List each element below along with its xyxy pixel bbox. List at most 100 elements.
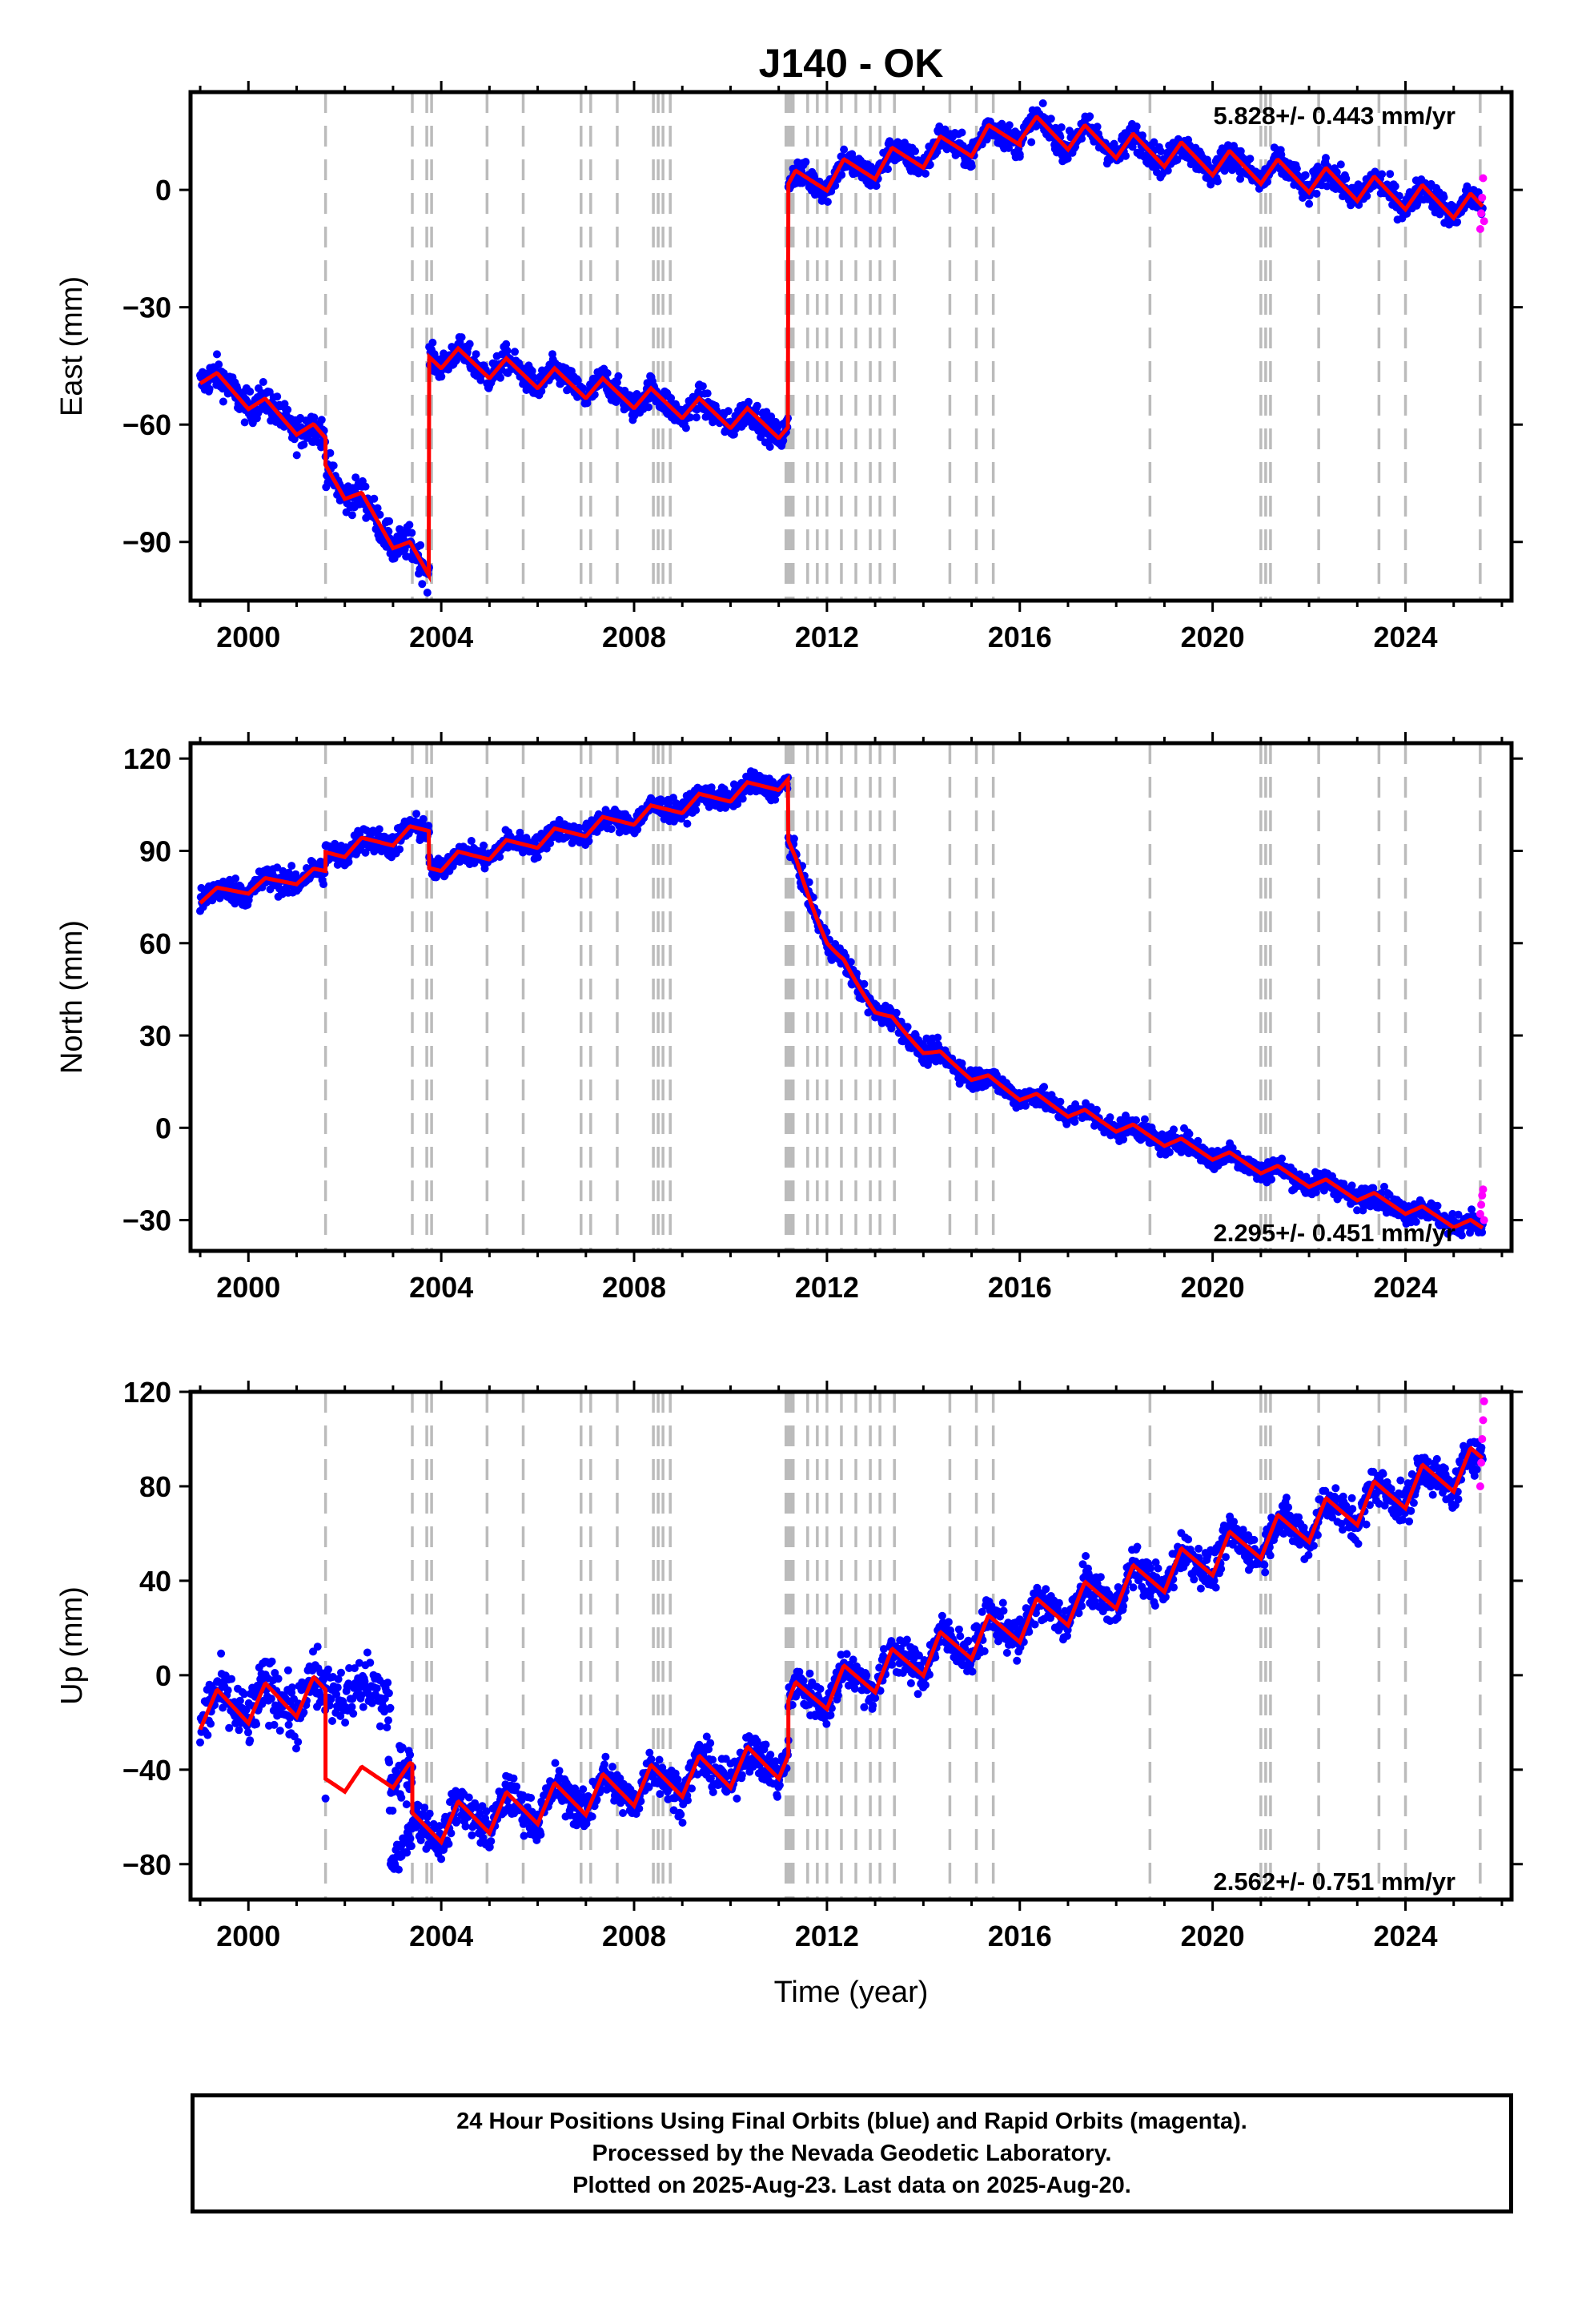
x-tick-label: 2012 — [795, 1271, 859, 1304]
data-point — [1005, 121, 1014, 130]
data-point — [1110, 139, 1118, 148]
data-point — [1046, 115, 1055, 123]
data-point — [402, 1800, 411, 1809]
data-point — [299, 440, 308, 448]
data-point — [753, 401, 761, 410]
data-point — [1140, 1115, 1149, 1124]
data-point — [801, 158, 810, 167]
data-point — [779, 436, 788, 445]
data-point — [329, 461, 338, 470]
data-point — [203, 1731, 212, 1739]
x-tick-label: 2016 — [988, 621, 1052, 653]
data-point — [246, 1736, 255, 1745]
y-tick-label: 90 — [139, 834, 171, 867]
data-point — [235, 1726, 243, 1735]
data-point — [1391, 182, 1399, 191]
data-point — [1246, 155, 1255, 163]
data-point — [911, 147, 919, 155]
data-point — [284, 1720, 293, 1729]
data-point — [683, 819, 692, 828]
data-point — [227, 1675, 236, 1683]
data-point — [692, 806, 701, 814]
data-point — [1163, 167, 1172, 175]
rapid-point — [1479, 174, 1488, 183]
data-point — [487, 1837, 496, 1846]
y-axis-label: East (mm) — [55, 276, 89, 416]
data-point — [1122, 151, 1130, 160]
data-point — [294, 1738, 303, 1747]
x-tick-label: 2004 — [409, 1271, 473, 1304]
data-point — [1027, 138, 1036, 147]
data-point — [745, 397, 753, 406]
data-point — [347, 511, 356, 520]
data-point — [1305, 199, 1314, 208]
data-point — [1022, 1101, 1030, 1110]
data-point — [1038, 99, 1047, 107]
data-point — [724, 407, 733, 416]
data-point — [215, 894, 224, 903]
data-point — [231, 875, 240, 883]
data-point — [437, 372, 446, 381]
x-tick-label: 2020 — [1181, 621, 1245, 653]
data-point — [603, 369, 612, 377]
y-tick-label: 30 — [139, 1019, 171, 1052]
rapid-point — [1479, 1185, 1488, 1194]
data-point — [703, 389, 712, 398]
data-point — [1132, 122, 1141, 131]
data-point — [765, 443, 774, 451]
panel-2: 2000 2004 2008 2012 2016 2020 20241209060300−3… — [55, 732, 1523, 1304]
data-point — [1063, 155, 1072, 163]
rapid-point — [1478, 193, 1487, 202]
panel-3: 2000 2004 2008 2012 2016 2020 202412080400−40−… — [55, 1376, 1523, 1952]
data-point — [941, 125, 950, 134]
data-point — [1106, 1113, 1114, 1122]
data-point — [287, 1683, 296, 1692]
plot-area — [196, 743, 1488, 1251]
x-tick-label: 2004 — [409, 621, 473, 653]
data-point — [397, 1793, 406, 1802]
data-point — [579, 384, 588, 392]
data-point — [1386, 170, 1395, 179]
data-point — [472, 350, 480, 359]
data-point — [1157, 147, 1166, 156]
data-point — [934, 1033, 942, 1042]
data-point — [546, 839, 555, 847]
data-point — [310, 413, 319, 422]
data-point — [319, 880, 327, 889]
data-point — [1015, 150, 1024, 159]
data-point — [283, 405, 292, 414]
data-point — [698, 382, 707, 391]
data-point — [1278, 1154, 1287, 1163]
data-point — [205, 384, 214, 393]
velocity-label: 5.828+/- 0.443 mm/yr — [1214, 102, 1456, 130]
data-point — [1463, 182, 1472, 191]
data-point — [1336, 160, 1345, 169]
data-point — [681, 424, 690, 432]
data-point — [213, 350, 221, 359]
data-point — [1138, 131, 1146, 140]
rapid-point — [1477, 209, 1486, 218]
rapid-orbit-points — [1476, 174, 1488, 233]
data-point — [1267, 1175, 1276, 1184]
data-point — [465, 340, 474, 348]
y-tick-label: 120 — [123, 742, 171, 775]
data-point — [457, 333, 466, 342]
chart-title: J140 - OK — [759, 41, 944, 86]
panel-1: 2000 2004 2008 2012 2016 2020 20240−30−60−90Ea… — [55, 81, 1523, 653]
data-point — [274, 1675, 283, 1683]
data-point — [1093, 123, 1102, 131]
y-tick-label: 0 — [155, 1112, 171, 1144]
data-point — [235, 1696, 244, 1705]
data-point — [502, 340, 511, 348]
data-point — [1453, 218, 1462, 227]
data-point — [692, 413, 701, 422]
data-point — [267, 1695, 275, 1703]
data-point — [767, 412, 776, 421]
data-point — [1378, 170, 1387, 179]
data-point — [958, 128, 966, 137]
rapid-point — [1477, 1200, 1486, 1209]
data-point — [1165, 1148, 1174, 1156]
data-point — [1347, 1181, 1356, 1190]
data-point — [1070, 1117, 1079, 1126]
data-point — [1363, 191, 1371, 200]
